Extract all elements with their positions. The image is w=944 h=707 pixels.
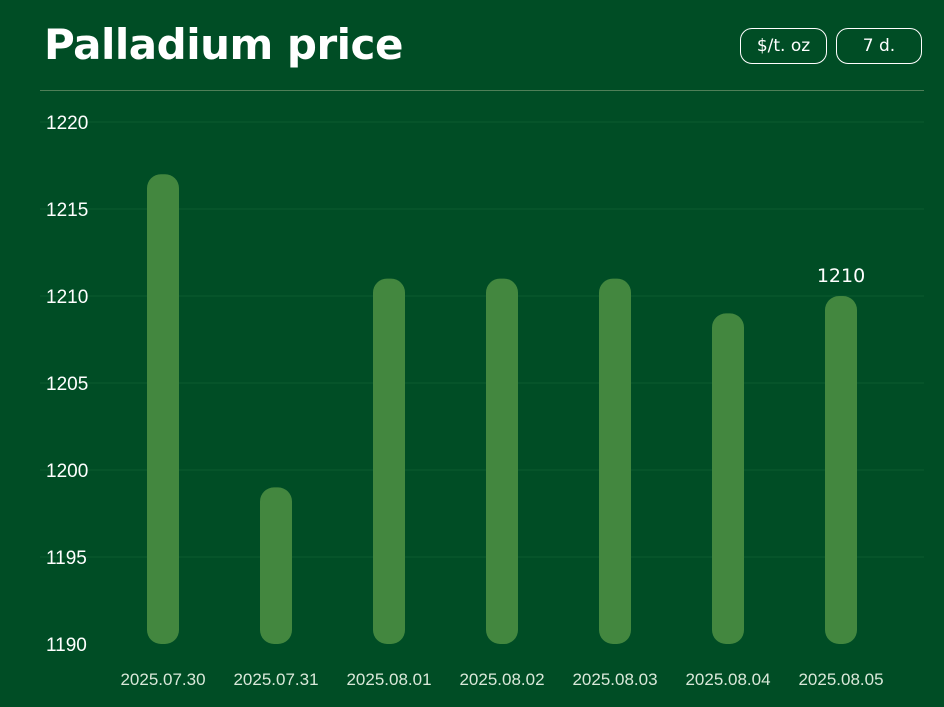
bar[interactable] [599, 278, 631, 644]
bars [147, 174, 857, 644]
x-tick-label: 2025.07.30 [120, 670, 205, 689]
bar[interactable] [825, 296, 857, 644]
x-tick-label: 2025.08.05 [798, 670, 883, 689]
bar[interactable] [712, 313, 744, 644]
unit-selector-button[interactable]: $/t. oz [740, 28, 827, 64]
x-tick-label: 2025.08.03 [572, 670, 657, 689]
x-tick-label: 2025.07.31 [233, 670, 318, 689]
data-labels: 1210 [817, 265, 865, 287]
range-selector-button[interactable]: 7 d. [836, 28, 922, 64]
y-tick-label: 1190 [46, 635, 87, 656]
bar[interactable] [147, 174, 179, 644]
bar[interactable] [260, 487, 292, 644]
y-tick-label: 1195 [46, 548, 87, 569]
y-tick-label: 1210 [46, 287, 88, 308]
y-tick-label: 1205 [46, 374, 88, 395]
y-axis-ticks: 1190 1195 1200 1205 1210 1215 1220 [46, 113, 88, 656]
chart-title: Palladium price [44, 20, 403, 69]
x-axis-ticks: 2025.07.30 2025.07.31 2025.08.01 2025.08.02… [120, 670, 883, 689]
bar[interactable] [373, 278, 405, 644]
x-tick-label: 2025.08.01 [346, 670, 431, 689]
x-tick-label: 2025.08.02 [459, 670, 544, 689]
y-tick-label: 1220 [46, 113, 88, 134]
grid-lines [40, 121, 924, 558]
y-tick-label: 1200 [46, 461, 88, 482]
x-tick-label: 2025.08.04 [685, 670, 770, 689]
bar[interactable] [486, 278, 518, 644]
header-divider [40, 90, 924, 91]
data-label: 1210 [817, 265, 865, 287]
y-tick-label: 1215 [46, 200, 88, 221]
